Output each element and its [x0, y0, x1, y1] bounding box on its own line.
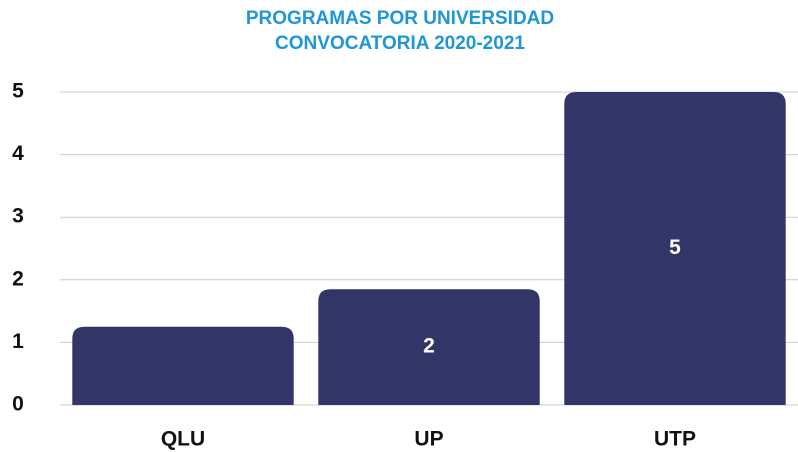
bar: [318, 289, 540, 405]
x-tick-label: QLU: [161, 428, 205, 451]
y-tick-label: 2: [12, 267, 24, 290]
y-tick-label: 0: [12, 393, 24, 416]
data-label: 2: [423, 335, 435, 358]
data-label: 5: [669, 236, 681, 259]
x-tick-label: UTP: [654, 428, 696, 451]
y-tick-label: 3: [12, 205, 24, 228]
y-tick-label: 1: [12, 330, 24, 353]
bar: [564, 92, 786, 405]
y-tick-label: 5: [12, 80, 24, 103]
x-tick-label: UP: [414, 428, 443, 451]
chart-subtitle: CONVOCATORIA 2020-2021: [275, 33, 525, 54]
bar: [72, 326, 294, 405]
chart-title: PROGRAMAS POR UNIVERSIDAD: [246, 8, 554, 29]
y-tick-label: 4: [12, 142, 24, 165]
